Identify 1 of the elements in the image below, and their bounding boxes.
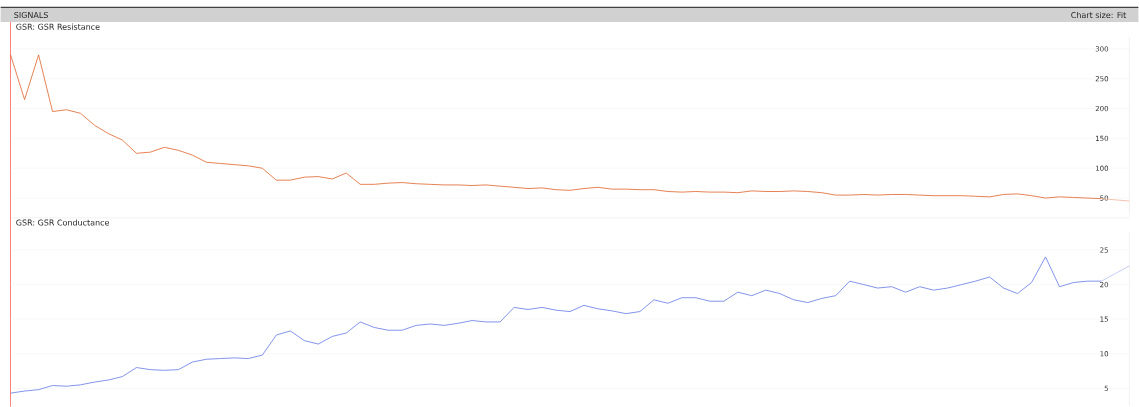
line-series [10, 256, 1102, 394]
